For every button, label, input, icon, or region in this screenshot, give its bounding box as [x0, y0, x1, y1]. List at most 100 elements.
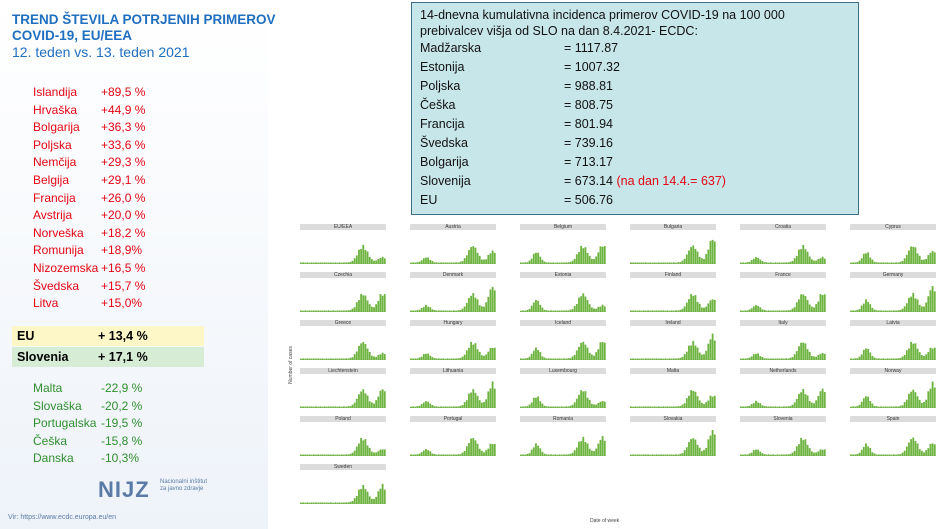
panel-bar: [461, 261, 464, 264]
panel-bar: [638, 358, 641, 360]
panel-bar: [850, 454, 852, 456]
panel-bar: [655, 310, 658, 312]
panel-bar: [539, 304, 542, 312]
panel-bar: [787, 454, 790, 456]
incidence-row: Bolgarija = 713.17: [420, 153, 850, 172]
panel-bar: [692, 438, 695, 456]
panel-bar: [880, 454, 882, 456]
panel-bar: [334, 358, 337, 360]
panel-bar: [440, 454, 442, 456]
panel-bar: [657, 406, 660, 408]
panel-bar: [918, 449, 921, 456]
panel-bar: [463, 306, 466, 312]
panel-bar: [823, 391, 826, 408]
panel-bar: [668, 310, 671, 312]
source-link[interactable]: Vir: https://www.ecdc.europa.eu/en: [8, 514, 117, 521]
panel-bar: [304, 262, 307, 264]
panel-bar: [713, 434, 716, 456]
panel-bar: [453, 358, 455, 360]
panel-bar: [933, 387, 936, 408]
panel-bar: [340, 262, 343, 264]
panel-bar: [860, 401, 863, 408]
panel-bar: [440, 358, 442, 360]
panel-bar: [420, 308, 423, 312]
panel-bar: [429, 355, 432, 360]
panel-bar: [677, 358, 680, 360]
panel-bar: [317, 310, 320, 312]
panel-bar: [860, 258, 863, 264]
panel-bar: [681, 356, 684, 360]
panel-bar: [679, 309, 682, 312]
panel-bar: [362, 440, 365, 456]
panel-bar: [332, 310, 335, 312]
country-name: Romunija: [33, 243, 84, 258]
panel-bar: [882, 310, 885, 312]
panel-bar: [677, 262, 680, 264]
panel-bar: [366, 300, 369, 312]
panel-bar: [925, 302, 928, 312]
panel-bar: [920, 259, 923, 264]
panel-bar: [351, 404, 354, 408]
panel-bar: [330, 262, 332, 264]
panel-title: Luxembourg: [520, 368, 606, 374]
panel-bar: [634, 262, 637, 264]
panel-bar: [474, 440, 477, 456]
panel-bar: [873, 261, 876, 264]
panel-bar: [759, 403, 762, 408]
panel-bar: [435, 358, 438, 360]
panel-bar: [740, 310, 742, 312]
incidence-row: Estonija = 1007.32: [420, 58, 850, 77]
panel-bar: [597, 252, 600, 264]
panel-bar: [427, 257, 430, 264]
panel-bar: [522, 454, 524, 456]
panel-bar: [474, 392, 477, 408]
panel-bar: [873, 357, 876, 360]
country-name: Slovaška: [33, 398, 82, 413]
panel-bar: [306, 262, 309, 264]
panel-bar: [310, 406, 313, 408]
panel-bar: [880, 310, 882, 312]
panel-bars: [410, 341, 496, 360]
panel-bar: [325, 262, 328, 264]
panel-bar: [308, 454, 311, 456]
panel-bar: [920, 450, 923, 456]
panel-bar: [453, 406, 455, 408]
panel-bars: [740, 342, 826, 360]
panel-bar: [448, 406, 451, 408]
country-panel: Malta: [612, 368, 717, 411]
panel-bar: [690, 439, 693, 456]
panel-bar: [642, 310, 645, 312]
panel-bar: [362, 295, 365, 312]
panel-bar: [854, 406, 857, 408]
panel-bar: [347, 358, 350, 360]
panel-bar: [929, 347, 932, 360]
panel-bar: [862, 446, 865, 456]
panel-bar: [869, 448, 872, 456]
panel-title: EU/EEA: [300, 224, 386, 230]
panel-title: Iceland: [520, 320, 606, 326]
panel-bars: [850, 381, 936, 408]
panel-bar: [565, 310, 567, 312]
panel-bar: [373, 307, 375, 312]
panel-bar: [709, 435, 712, 456]
panel-bar: [379, 390, 382, 408]
panel-bar: [338, 454, 341, 456]
panel-bar: [819, 449, 822, 456]
title-line-1: TREND ŠTEVILA POTRJENIH PRIMEROV: [12, 12, 276, 27]
panel-bar: [567, 454, 570, 456]
panel-bar: [912, 389, 915, 408]
trend-value: +18,2 %: [101, 225, 146, 240]
panel-bar: [634, 358, 637, 360]
panel-bar: [920, 306, 923, 312]
country-panel: Cyprus: [832, 224, 937, 267]
panel-bar: [632, 358, 634, 360]
panel-bar: [347, 310, 350, 312]
panel-bar: [780, 358, 783, 360]
panel-bar: [332, 262, 335, 264]
panel-bar: [558, 310, 561, 312]
panel-bar: [698, 352, 701, 360]
panel-bar: [791, 260, 794, 264]
panel-bar: [345, 406, 347, 408]
panel-bar: [448, 454, 451, 456]
panel-bar: [683, 258, 686, 264]
